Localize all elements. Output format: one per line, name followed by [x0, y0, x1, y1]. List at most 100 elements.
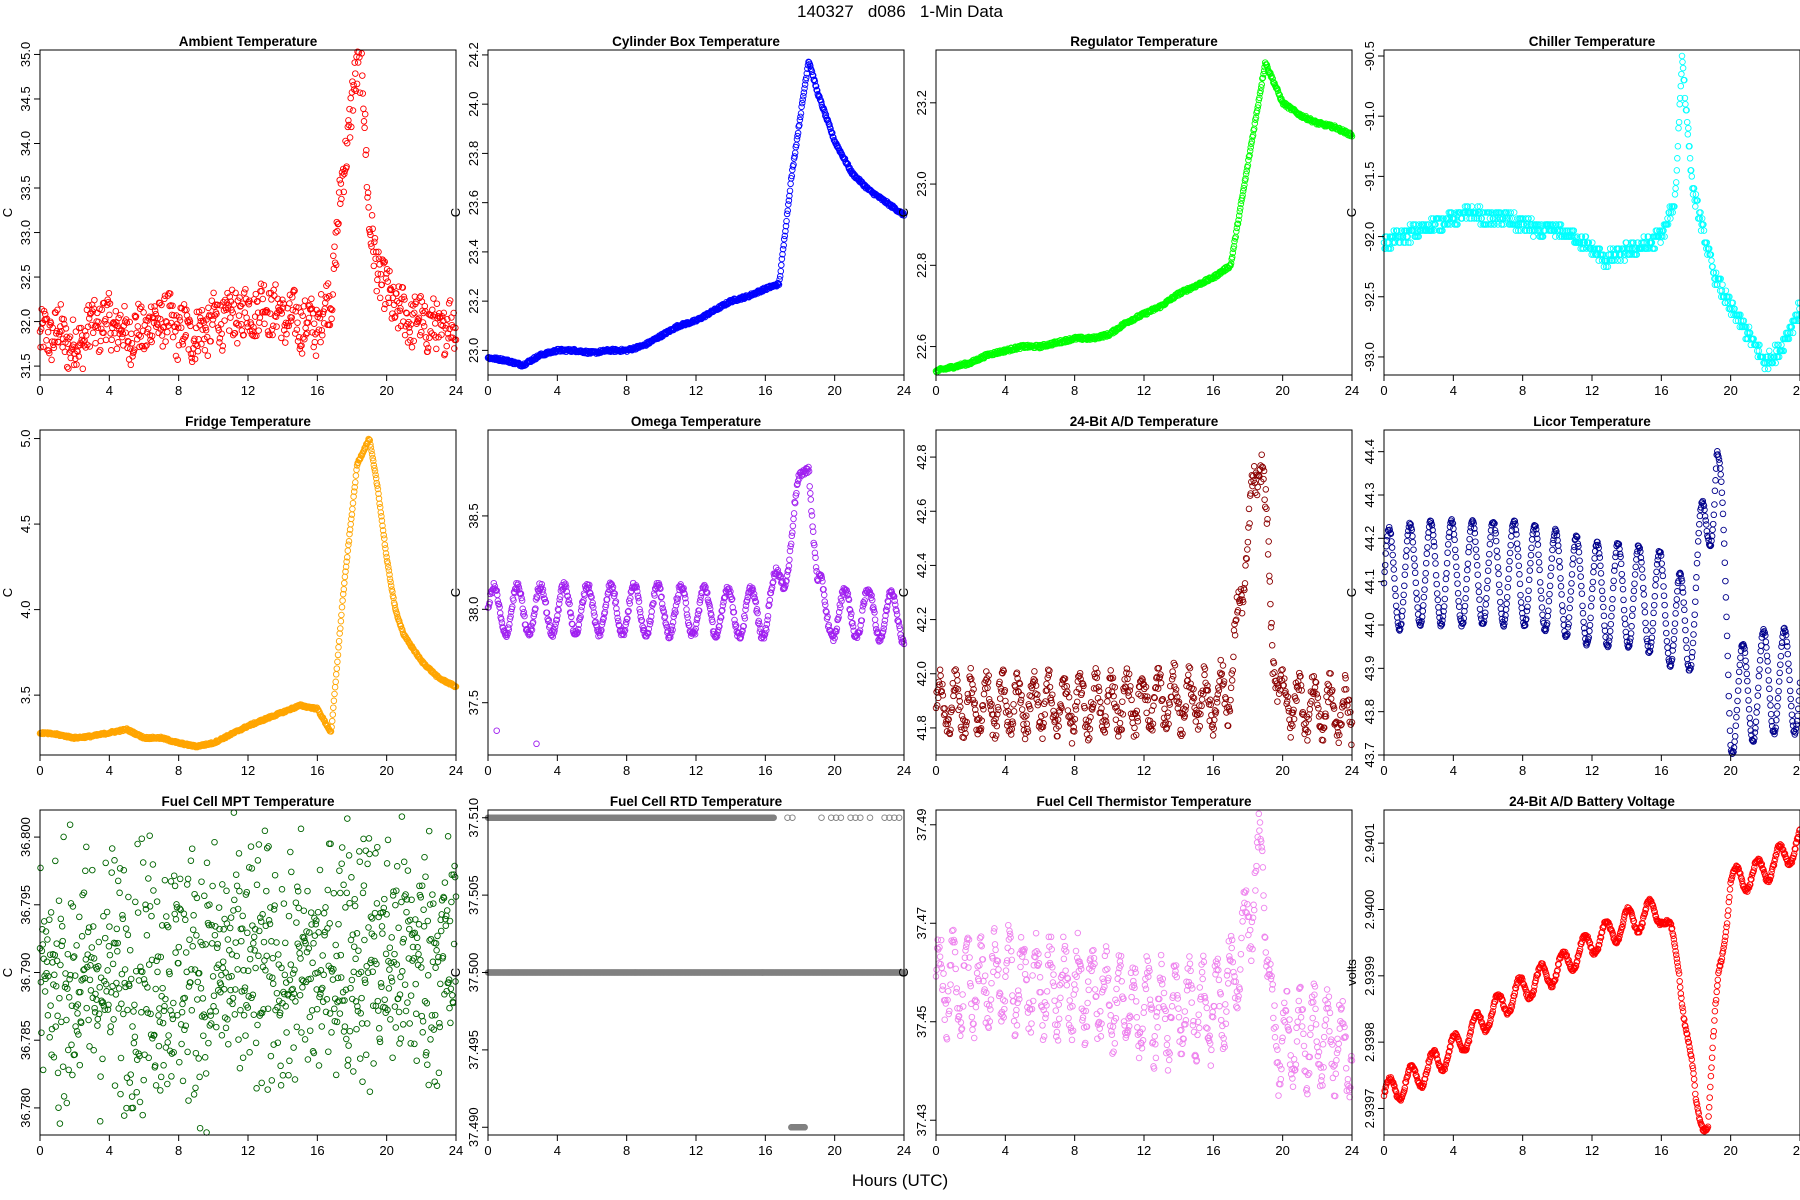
data-point — [1684, 131, 1692, 138]
data-point — [432, 334, 439, 341]
x-tick-label: 24 — [897, 763, 911, 778]
data-point — [1040, 720, 1047, 727]
data-point — [1688, 173, 1696, 180]
data-point — [1675, 118, 1683, 126]
data-point — [393, 290, 400, 297]
y-tick-label: 23.2 — [914, 90, 929, 115]
data-point — [352, 87, 360, 95]
data-point — [344, 547, 352, 554]
data-point — [952, 666, 959, 673]
data-point — [1064, 707, 1072, 714]
data-point — [291, 330, 299, 337]
data-point — [194, 347, 202, 355]
data-point — [386, 267, 393, 275]
data-points — [36, 435, 460, 751]
data-point — [156, 299, 164, 307]
data-point — [360, 118, 368, 125]
data-point — [1676, 100, 1683, 108]
data-point — [348, 123, 355, 131]
data-point — [65, 365, 72, 372]
data-point — [54, 306, 61, 314]
data-point — [374, 276, 381, 284]
data-point — [47, 320, 55, 327]
data-point — [1010, 708, 1018, 715]
data-point — [239, 300, 246, 307]
data-point — [1021, 713, 1028, 721]
x-tick-label: 20 — [1723, 383, 1737, 398]
data-point — [186, 318, 194, 325]
data-point — [407, 337, 414, 344]
data-point — [359, 90, 367, 97]
y-tick-label: -92.0 — [1362, 222, 1377, 252]
data-point — [350, 81, 357, 89]
x-tick-label: 0 — [484, 383, 491, 398]
data-point — [1192, 718, 1200, 725]
data-point — [51, 338, 58, 345]
data-point — [382, 275, 390, 282]
data-point — [272, 313, 280, 320]
data-point — [57, 301, 65, 308]
data-point — [861, 597, 868, 604]
data-point — [214, 301, 221, 309]
y-axis-label: C — [0, 208, 15, 217]
data-point — [362, 151, 369, 158]
data-point — [411, 309, 418, 317]
x-tick-label: 24 — [1345, 383, 1359, 398]
data-point — [566, 600, 573, 608]
y-tick-label: 22.8 — [914, 253, 929, 278]
x-tick-label: 24 — [449, 383, 463, 398]
data-point — [778, 255, 786, 263]
data-point — [117, 311, 124, 319]
data-point — [1107, 667, 1114, 674]
x-tick-label: 16 — [1206, 383, 1220, 398]
data-point — [1672, 179, 1680, 186]
data-point — [279, 296, 286, 304]
data-point — [1157, 679, 1165, 687]
data-point — [942, 710, 949, 718]
data-point — [78, 332, 86, 339]
data-point — [211, 312, 218, 319]
data-point — [228, 286, 236, 294]
data-point — [84, 323, 92, 331]
data-point — [112, 307, 120, 315]
data-point — [329, 291, 337, 298]
data-point — [418, 298, 426, 305]
data-point — [364, 189, 372, 197]
plot-frame — [487, 49, 905, 376]
data-point — [219, 342, 227, 350]
data-point — [776, 276, 783, 283]
x-tick-label: 0 — [1380, 383, 1387, 398]
data-point — [368, 212, 376, 219]
data-point — [317, 338, 324, 346]
data-point — [797, 110, 805, 117]
data-point — [950, 692, 957, 700]
data-point — [780, 235, 788, 243]
data-point — [331, 683, 339, 691]
data-point — [1217, 656, 1224, 664]
data-point — [1692, 203, 1699, 210]
data-point — [132, 313, 140, 320]
data-point — [1010, 701, 1017, 708]
data-point — [37, 343, 44, 351]
data-point — [333, 665, 341, 672]
data-point — [776, 273, 784, 280]
data-point — [423, 341, 430, 348]
data-point — [120, 342, 127, 349]
data-point — [1685, 124, 1692, 132]
data-point — [374, 270, 382, 278]
data-point — [369, 225, 376, 233]
data-point — [297, 309, 305, 316]
data-point — [170, 312, 177, 319]
data-point — [40, 343, 47, 351]
data-point — [163, 319, 170, 326]
data-point — [92, 339, 99, 347]
data-point — [43, 337, 50, 344]
data-point — [401, 296, 408, 303]
data-point — [220, 298, 227, 306]
data-point — [441, 350, 449, 357]
x-tick-label: 12 — [241, 383, 255, 398]
data-point — [134, 323, 142, 330]
data-point — [822, 601, 829, 609]
